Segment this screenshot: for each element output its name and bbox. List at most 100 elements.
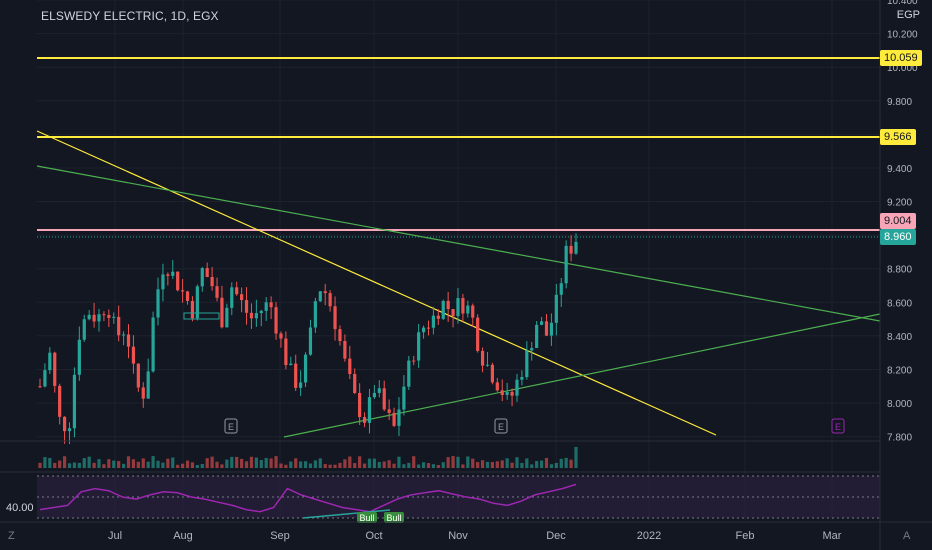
volume-bar: [407, 462, 411, 468]
candle-body: [185, 291, 190, 301]
volume-bar: [338, 462, 342, 468]
candle-body: [294, 363, 298, 388]
volume-bar: [382, 461, 386, 468]
candle-body: [402, 386, 406, 410]
horizontal-levels[interactable]: [37, 57, 880, 238]
candle-body: [72, 374, 77, 429]
price-tag-10-059: 10.059: [880, 50, 922, 66]
volume-bar: [397, 456, 401, 468]
candle-body: [530, 348, 534, 351]
candle-body: [254, 313, 258, 319]
volume-bar: [362, 463, 367, 468]
candle-body: [166, 274, 170, 276]
volume-bar: [195, 464, 199, 468]
chart-title: ELSWEDY ELECTRIC, 1D, EGX: [41, 9, 219, 23]
price-tick-label: 10.000: [887, 63, 918, 74]
candle-body: [564, 245, 568, 284]
volume-bar: [240, 458, 244, 468]
volume-bar: [544, 457, 549, 468]
candle-body: [495, 382, 499, 391]
earnings-marker[interactable]: [494, 418, 508, 434]
candle-body: [525, 350, 529, 377]
volume-bar: [510, 462, 514, 468]
candle-body: [372, 392, 376, 398]
bull-signal-badge: [357, 512, 377, 523]
price-tick-label: 10.400: [887, 0, 918, 7]
volume-bar: [289, 461, 293, 468]
volume-bar: [161, 462, 165, 468]
candle-body: [62, 416, 67, 432]
volume-bar: [436, 464, 440, 468]
price-tag-9-004: 9.004: [880, 213, 916, 229]
volume-bar: [441, 462, 445, 468]
candle-body: [259, 310, 263, 314]
candle-body: [156, 289, 160, 318]
candle-body: [510, 391, 514, 396]
candle-body: [313, 301, 317, 328]
candle-body: [500, 390, 504, 395]
candle-body: [367, 397, 372, 423]
candle-body: [358, 392, 362, 418]
volume-bar: [353, 463, 357, 468]
time-tick-label: Dec: [546, 530, 566, 542]
volume-bar: [515, 457, 519, 468]
candle-body: [92, 314, 96, 322]
volume-bar: [372, 458, 376, 468]
volume-bar: [156, 460, 160, 468]
volume-bar: [402, 464, 406, 468]
trendlines[interactable]: [36, 130, 881, 438]
volume-bar: [92, 462, 96, 468]
candle-body: [520, 376, 524, 380]
volume-bar: [480, 460, 485, 468]
candle-body: [431, 315, 435, 328]
volume-bar: [77, 462, 81, 468]
candle-body: [117, 316, 121, 336]
volume-bar: [220, 464, 224, 468]
volume-bar: [58, 460, 62, 468]
volume-bar: [520, 462, 524, 468]
candle-body: [210, 277, 214, 287]
earnings-marker[interactable]: [224, 418, 238, 434]
candle-body: [299, 382, 303, 388]
volume-bar: [38, 462, 42, 468]
time-tick-label: Sep: [270, 530, 290, 542]
candle-body: [240, 294, 244, 301]
auto-scale-button[interactable]: A: [903, 530, 911, 542]
earnings-marker[interactable]: [831, 418, 845, 434]
volume-bar: [284, 464, 288, 468]
volume-bar: [131, 459, 136, 468]
volume-bar: [176, 464, 180, 468]
volume-bar: [181, 463, 185, 468]
volume-bar: [82, 458, 86, 468]
volume-bar: [495, 461, 499, 468]
volume-bar: [417, 464, 421, 468]
volume-bar: [107, 459, 111, 468]
time-tick-label: Oct: [365, 530, 382, 542]
candle-body: [225, 307, 229, 328]
volume-bar: [171, 457, 175, 468]
price-tick-label: 8.600: [887, 298, 912, 309]
candle-body: [451, 309, 455, 317]
candle-body: [480, 350, 485, 366]
candle-body: [549, 322, 554, 336]
volume-bar: [249, 456, 254, 468]
volume-bar: [294, 458, 298, 468]
volume-bar: [500, 460, 504, 468]
candle-body: [43, 370, 47, 387]
candle-body: [249, 312, 254, 319]
candle-body: [382, 388, 386, 410]
green-descending-trendline: [36, 165, 881, 322]
candle-body: [397, 409, 401, 426]
candle-body: [559, 283, 563, 295]
candle-body: [303, 354, 308, 383]
candle-body: [244, 300, 249, 313]
candle-body: [466, 305, 470, 314]
candle-body: [82, 319, 86, 340]
last-price-tag: 8.960: [880, 229, 916, 245]
timezone-toggle[interactable]: Z: [8, 530, 15, 542]
bull-signal-badge: [384, 512, 404, 523]
volume-bar: [431, 464, 435, 468]
